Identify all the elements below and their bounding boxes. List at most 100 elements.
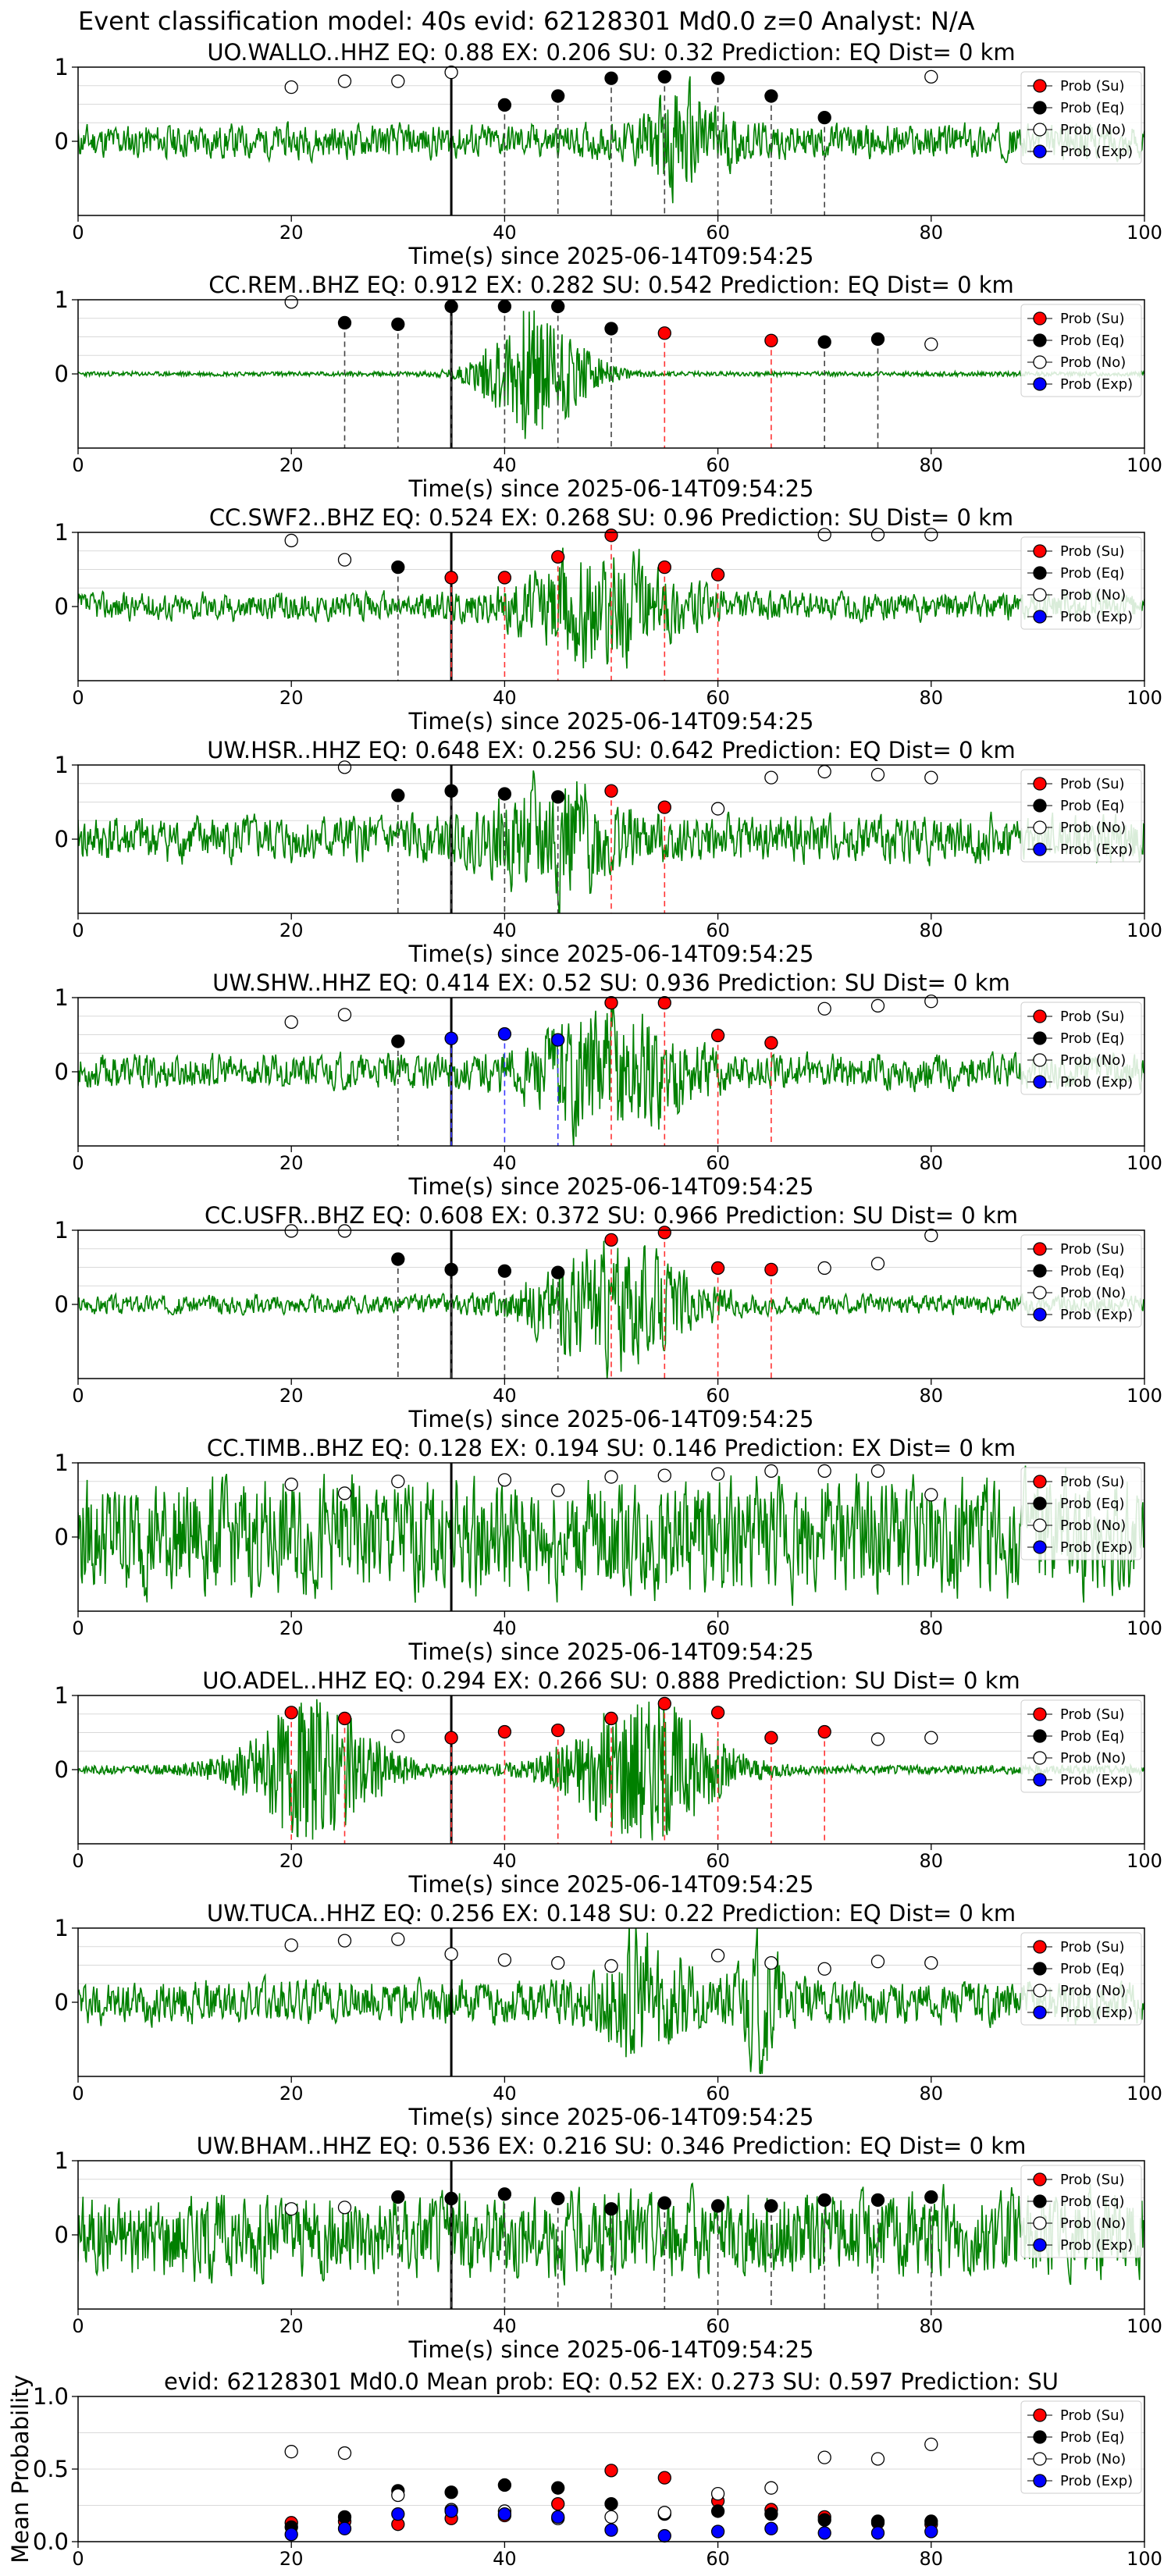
legend-label: Prob (Su) [1060,311,1125,327]
x-tick-label: 60 [706,2315,730,2337]
panel-title: UW.SHW..HHZ EQ: 0.414 EX: 0.52 SU: 0.936… [212,970,1010,996]
legend-marker-eq [1033,566,1047,580]
prob-point-no [710,1467,725,1481]
legend-marker-eq [1033,333,1047,347]
prob-point-no [657,1468,671,1482]
prob-point-eq [391,2190,405,2204]
prob-point-exp [444,1031,458,1045]
mean-point-exp [337,2521,352,2535]
x-tick-label: 80 [920,1152,944,1174]
prob-point-eq [337,315,352,330]
x-tick-label: 100 [1127,222,1162,244]
prob-point-exp [497,1026,512,1041]
legend-box [1020,71,1142,165]
legend: Prob (Su) Prob (Eq) Prob (No) Prob (Exp) [1020,1467,1142,1560]
mean-point-su [551,2496,565,2511]
legend-marker-su [1033,2408,1047,2422]
waveform-trace [78,310,1144,439]
x-tick-label: 60 [706,222,730,244]
mean-point-eq [870,2514,885,2528]
prob-point-no [710,802,725,816]
legend: Prob (Su) Prob (Eq) Prob (No) Prob (Exp) [1020,1699,1142,1793]
mean-point-exp [764,2521,778,2535]
mean-point-no [764,2481,778,2495]
prob-point-eq [604,71,618,85]
panel-title: CC.SWF2..BHZ EQ: 0.524 EX: 0.268 SU: 0.9… [209,504,1013,531]
legend-label: Prob (Exp) [1060,1772,1133,1788]
legend: Prob (Su) Prob (Eq) Prob (No) Prob (Exp) [1020,304,1142,397]
legend-label: Prob (Exp) [1060,376,1133,393]
panel-7: CC.TIMB..BHZ EQ: 0.128 EX: 0.194 SU: 0.1… [55,1435,1162,1665]
x-tick-label: 100 [1127,1617,1162,1639]
x-tick-label: 40 [493,222,517,244]
mean-point-no [817,2450,831,2464]
prob-point-no [337,1486,352,1500]
prob-point-no [817,1962,831,1976]
plot-area [78,2161,1144,2309]
x-tick-label: 40 [493,687,517,709]
prob-point-no [284,1015,298,1029]
legend-marker-su [1033,1242,1047,1256]
legend-marker-eq [1033,1962,1047,1976]
prob-point-su [604,528,618,543]
prob-point-su [497,571,512,585]
legend-marker-exp [1033,377,1047,391]
prob-point-no [337,2201,352,2215]
prob-point-no [391,1729,405,1743]
prob-point-eq [497,787,512,801]
x-axis-label: Time(s) since 2025-06-14T09:54:25 [408,2104,814,2130]
panel-title: CC.USFR..BHZ EQ: 0.608 EX: 0.372 SU: 0.9… [205,1202,1018,1229]
x-tick-label: 0 [72,1385,84,1407]
y-axis-label: Mean Probability [7,2375,34,2564]
panel-title: UW.TUCA..HHZ EQ: 0.256 EX: 0.148 SU: 0.2… [207,1900,1016,1927]
prob-point-no [337,1224,352,1238]
x-tick-label: 40 [493,920,517,941]
x-tick-label: 20 [279,2315,304,2337]
prob-point-eq [657,69,671,84]
mean-point-exp [710,2524,725,2539]
legend-marker-no [1033,1053,1047,1067]
x-axis-label: Time(s) since 2025-06-14T09:54:25 [408,1173,814,1200]
panel-3: CC.SWF2..BHZ EQ: 0.524 EX: 0.268 SU: 0.9… [55,504,1162,735]
x-tick-label: 100 [1127,2083,1162,2105]
y-tick-label: 0 [55,361,69,387]
x-tick-label: 0 [72,2315,84,2337]
legend-label: Prob (No) [1060,122,1126,138]
plot-area [78,67,1144,215]
waveform-trace [78,76,1144,204]
prob-point-no [284,1938,298,1952]
prob-point-exp [551,1033,565,1047]
legend-label: Prob (Eq) [1060,565,1125,582]
mean-point-no [924,2437,938,2452]
prob-point-no [870,1464,885,1478]
x-tick-label: 100 [1127,687,1162,709]
x-tick-label: 80 [920,920,944,941]
x-tick-label: 0 [72,920,84,941]
mean-point-no [391,2488,405,2503]
prob-point-eq [391,1034,405,1048]
x-tick-label: 0 [72,454,84,476]
legend-label: Prob (Exp) [1060,1539,1133,1556]
x-tick-label: 60 [706,1850,730,1872]
prob-point-eq [391,788,405,802]
mean-point-exp [870,2526,885,2540]
prob-point-eq [604,322,618,336]
mean-point-su [657,2471,671,2485]
mean-point-eq [604,2496,618,2511]
legend-box [1020,1467,1142,1560]
legend-box [1020,304,1142,397]
prob-point-no [551,1955,565,1970]
prob-point-no [284,2202,298,2216]
prob-point-su [657,996,671,1010]
y-tick-label: 1 [55,54,69,80]
prob-point-su [764,1731,778,1745]
mean-point-eq [551,2481,565,2495]
prob-point-eq [444,2191,458,2206]
y-tick-label: 0 [55,128,69,155]
plot-area [78,532,1144,681]
legend-label: Prob (Eq) [1060,1961,1125,1977]
x-tick-label: 40 [493,454,517,476]
prob-point-su [657,326,671,340]
legend-marker-eq [1033,2194,1047,2208]
